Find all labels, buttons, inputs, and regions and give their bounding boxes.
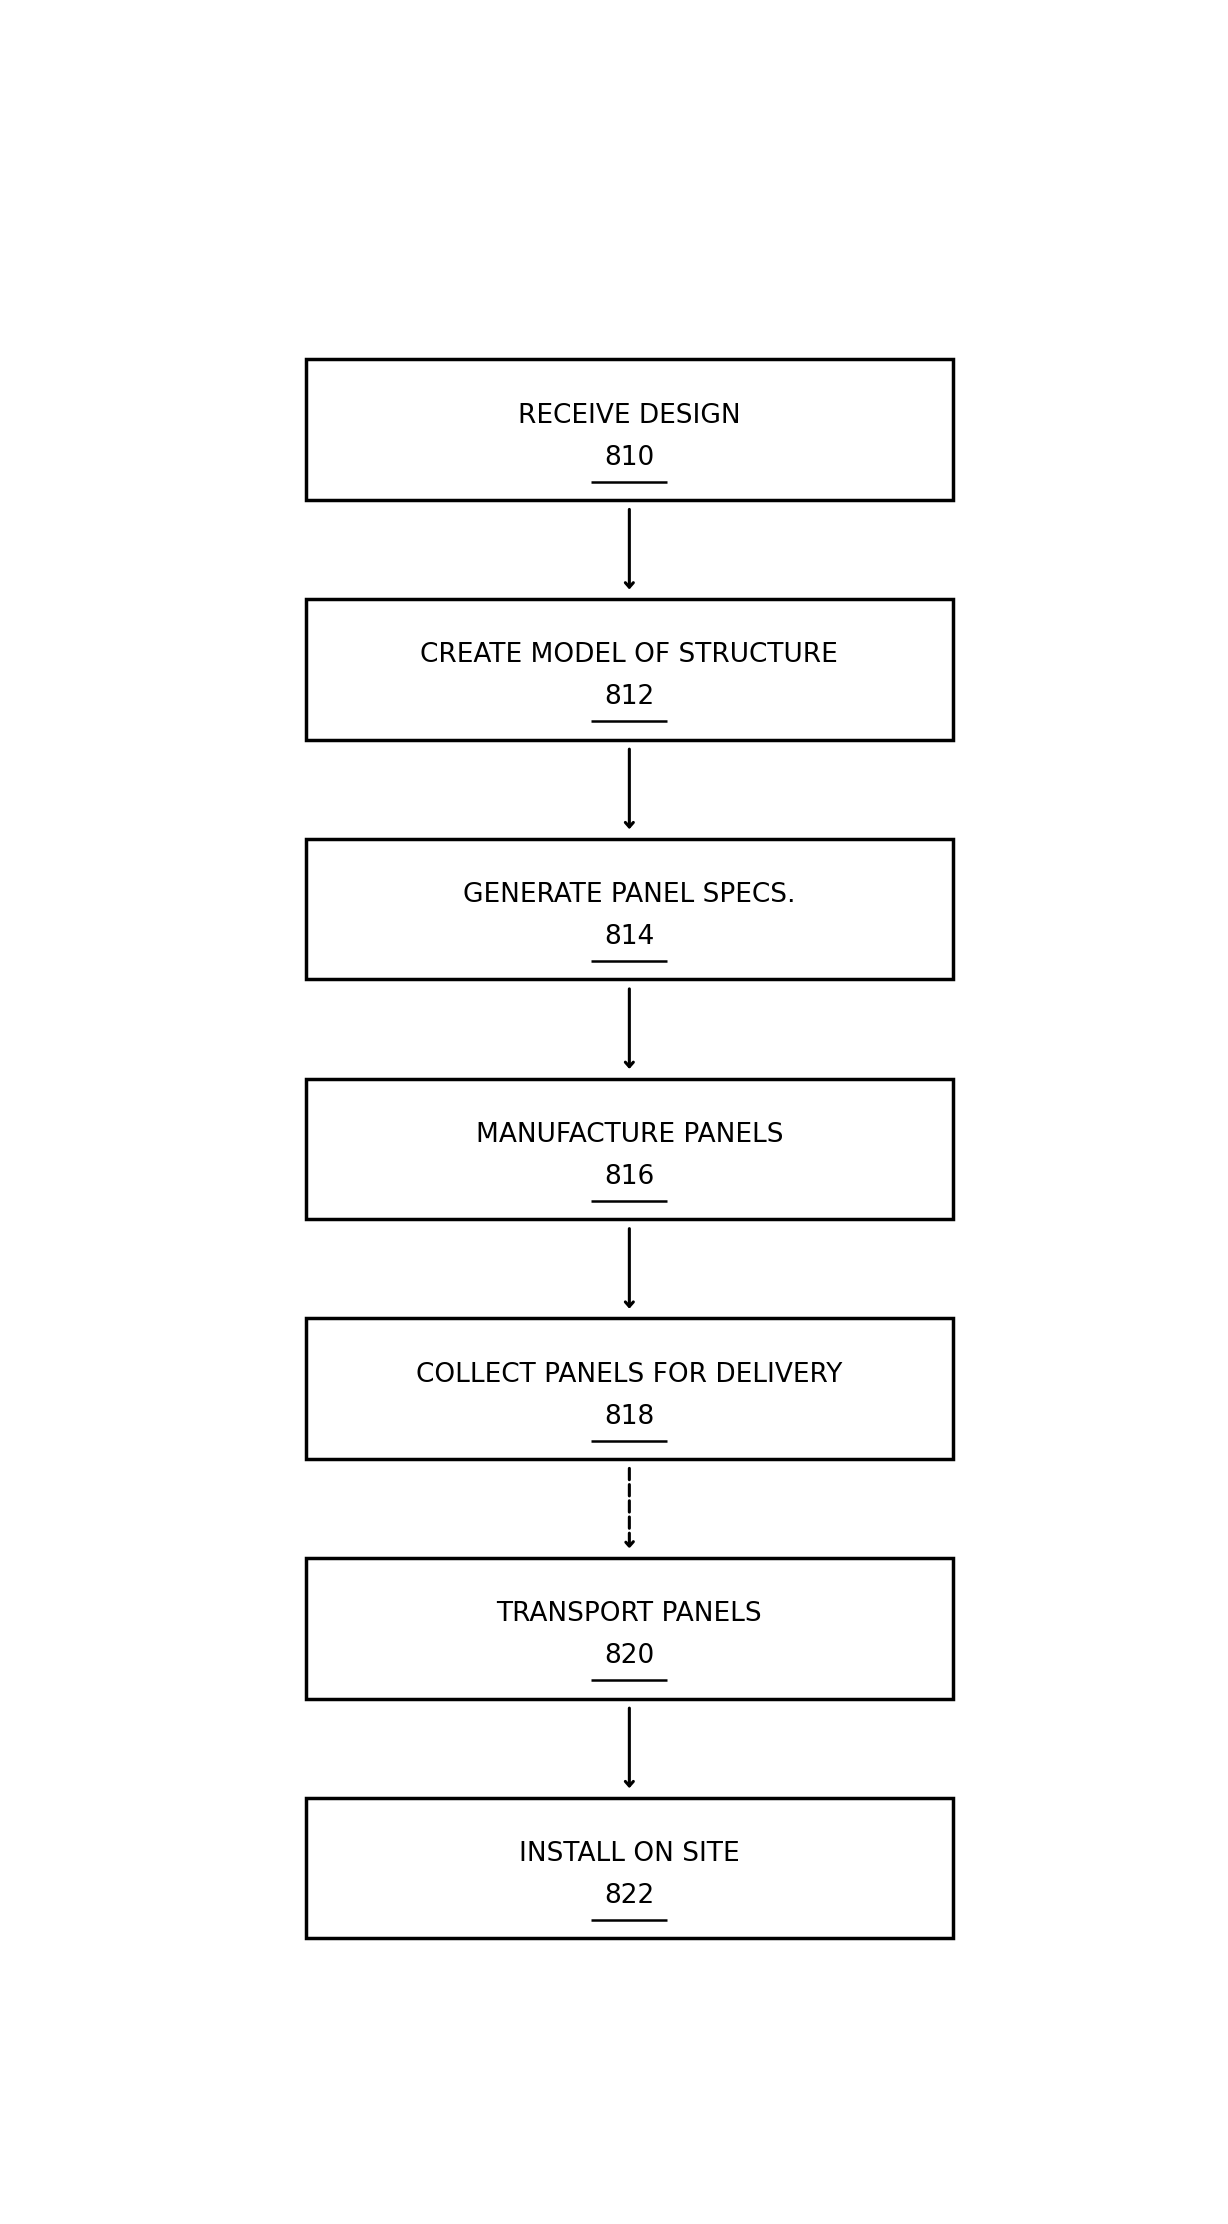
- Text: 812: 812: [604, 685, 655, 709]
- Text: 810: 810: [604, 445, 655, 471]
- Text: RECEIVE DESIGN: RECEIVE DESIGN: [518, 403, 740, 429]
- Text: TRANSPORT PANELS: TRANSPORT PANELS: [496, 1601, 763, 1628]
- Text: MANUFACTURE PANELS: MANUFACTURE PANELS: [475, 1121, 783, 1148]
- Text: 814: 814: [604, 925, 655, 950]
- Text: 820: 820: [604, 1644, 655, 1670]
- Text: INSTALL ON SITE: INSTALL ON SITE: [519, 1841, 739, 1866]
- Bar: [306, 1797, 953, 1939]
- Text: 822: 822: [604, 1884, 655, 1908]
- Text: 818: 818: [604, 1403, 655, 1430]
- Text: 816: 816: [604, 1163, 655, 1190]
- Bar: [306, 838, 953, 979]
- Text: COLLECT PANELS FOR DELIVERY: COLLECT PANELS FOR DELIVERY: [416, 1361, 842, 1388]
- Bar: [306, 1559, 953, 1699]
- Bar: [306, 1319, 953, 1459]
- Text: CREATE MODEL OF STRUCTURE: CREATE MODEL OF STRUCTURE: [420, 643, 839, 667]
- Bar: [306, 360, 953, 500]
- Bar: [306, 598, 953, 741]
- Text: GENERATE PANEL SPECS.: GENERATE PANEL SPECS.: [463, 883, 796, 907]
- Bar: [306, 1079, 953, 1219]
